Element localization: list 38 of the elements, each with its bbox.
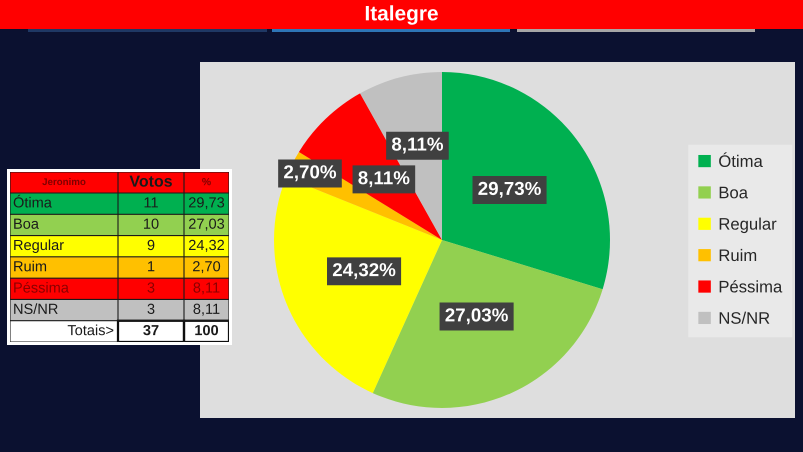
data-label: 2,70 [193, 261, 220, 274]
category-label: Totais> [68, 324, 114, 336]
category-label: Péssima [14, 282, 69, 293]
data-label: 100 [195, 324, 218, 336]
category-label: Regular [14, 239, 64, 254]
legend-label: Péssima [720, 280, 782, 293]
chart-title: Italegre [366, 5, 438, 25]
data-label: 8,11% [358, 171, 410, 188]
category-label: Ótima [14, 194, 52, 208]
legend-label: NS/NR [720, 312, 770, 324]
legend-label: Boa [720, 186, 748, 198]
data-label: 8,11% [392, 137, 444, 154]
data-label: 11 [144, 197, 158, 208]
data-label: 29,73% [478, 182, 541, 198]
text: Jeronimo [42, 178, 86, 186]
category-label: Ruim [14, 260, 46, 272]
data-label: 29,73 [188, 197, 224, 210]
data-label: 8,11 [193, 282, 220, 294]
data-label: 8,11 [193, 304, 220, 316]
legend-label: Regular [720, 218, 776, 234]
data-label: 9 [148, 240, 154, 250]
pie-slice [442, 72, 610, 290]
data-label: 37 [143, 324, 158, 336]
legend-label: Ótima [719, 152, 763, 168]
data-label: 27,03 [188, 218, 224, 231]
data-label: 10 [144, 218, 159, 229]
data-label: 3 [148, 282, 154, 293]
series-label: Votos [130, 176, 172, 187]
category-label: NS/NR [14, 303, 58, 314]
data-label: 24,32 [188, 240, 224, 252]
category-label: Boa [14, 218, 39, 229]
data-label: 27,03% [445, 308, 508, 324]
data-label: 3 [148, 304, 154, 314]
legend-label: Ruim [720, 248, 756, 262]
series-label: % [202, 178, 211, 186]
data-label: 2,70% [284, 165, 336, 182]
data-label: 1 [148, 261, 154, 272]
data-label: 24,32% [332, 263, 396, 280]
